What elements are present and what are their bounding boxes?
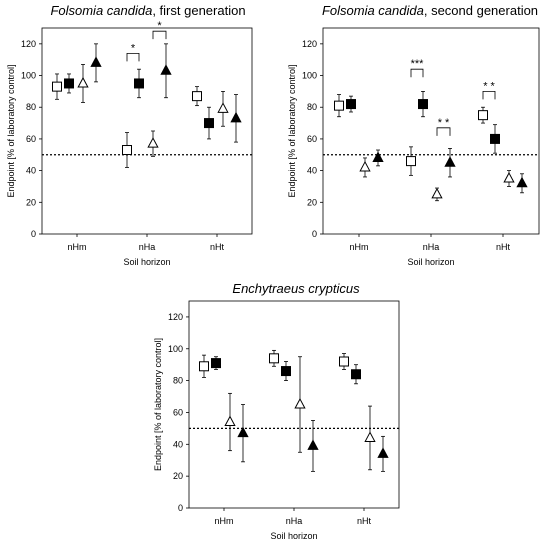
panel-title-italic: Folsomia candida [322,3,424,18]
y-tick-label: 80 [26,102,36,112]
y-tick-label: 60 [26,134,36,144]
y-tick-label: 100 [302,71,317,81]
open-triangle-marker [364,431,376,442]
panel-title-italic: Enchytraeus crypticus [232,281,360,296]
y-tick-label: 120 [168,312,183,322]
plot-frame [41,27,253,235]
x-axis-label: Soil horizon [270,531,317,541]
open-square-marker [478,110,488,121]
x-tick-label: nHt [210,242,225,252]
significance-label: * * [483,80,495,92]
y-tick-label: 80 [173,376,183,386]
x-tick-label: nHm [349,242,368,252]
chart-panel-first-generation: Folsomia candida, first generation 0 20 40 6… [6,3,253,267]
significance-bracket [126,52,140,62]
filled-triangle-marker [372,151,384,162]
y-tick-label: 0 [312,229,317,239]
significance-label: * [131,42,136,54]
chart-panel-enchytraeus: Enchytraeus crypticus 0 20 40 60 80 100 120 nHm n… [153,281,400,541]
filled-square-marker [204,118,214,129]
open-triangle-marker [77,76,89,88]
x-axis-label: Soil horizon [407,257,454,267]
open-square-marker [122,145,132,156]
filled-triangle-marker [377,447,389,458]
filled-square-marker [418,99,428,110]
filled-triangle-marker [237,426,249,438]
filled-triangle-marker [307,439,319,450]
filled-square-marker [134,78,144,89]
filled-triangle-marker [230,111,242,123]
open-square-marker [199,361,209,372]
panel-title-rest: , second generation [424,3,538,18]
open-square-marker [269,353,279,364]
x-tick-label: nHa [139,242,156,252]
x-tick-label: nHm [214,516,233,526]
significance-bracket [436,127,451,136]
significance-label: * * [438,117,450,129]
filled-triangle-marker [516,176,528,188]
chart-panel-second-generation: Folsomia candida, second generation 0 20 40… [287,3,540,267]
open-triangle-marker [503,171,515,183]
y-axis-label: Endpoint [% of laboratory control] [287,64,297,197]
y-tick-label: 40 [173,439,183,449]
significance-bracket [482,90,496,100]
y-tick-label: 20 [26,197,36,207]
filled-square-marker [64,78,74,89]
significance-bracket [410,68,424,78]
open-triangle-marker [217,102,229,113]
filled-square-marker [351,369,361,380]
open-triangle-marker [224,415,236,427]
y-tick-label: 60 [307,134,317,144]
plot-frame [322,27,540,235]
significance-bracket [152,30,167,40]
open-square-marker [52,81,62,92]
open-square-marker [406,156,416,167]
y-tick-label: 80 [307,102,317,112]
x-tick-label: nHt [357,516,372,526]
x-tick-label: nHm [67,242,86,252]
panel-title: Folsomia candida, second generation [322,3,538,18]
significance-label: *** [411,58,425,70]
y-axis-label: Endpoint [% of laboratory control] [153,338,163,471]
filled-square-marker [490,133,500,144]
y-tick-label: 40 [26,166,36,176]
y-tick-label: 20 [307,197,317,207]
y-tick-label: 100 [21,71,36,81]
panel-title-rest: , first generation [152,3,245,18]
panel-title: Enchytraeus crypticus [232,281,360,296]
y-tick-label: 40 [307,166,317,176]
x-tick-label: nHa [423,242,440,252]
plot-frame [188,300,400,509]
y-tick-label: 0 [178,503,183,513]
open-triangle-marker [359,160,371,172]
y-tick-label: 0 [31,229,36,239]
open-triangle-marker [294,397,306,409]
y-tick-label: 100 [168,344,183,354]
filled-square-marker [346,99,356,110]
open-triangle-marker [147,137,159,148]
x-tick-label: nHa [286,516,303,526]
panel-title: Folsomia candida, first generation [50,3,245,18]
y-axis-label: Endpoint [% of laboratory control] [6,64,16,197]
open-square-marker [334,100,344,111]
y-tick-label: 60 [173,407,183,417]
filled-square-marker [211,358,221,369]
y-tick-label: 120 [302,39,317,49]
y-tick-label: 120 [21,39,36,49]
open-square-marker [192,91,202,102]
filled-triangle-marker [444,156,456,167]
open-triangle-marker [431,187,443,199]
filled-triangle-marker [90,56,102,67]
filled-triangle-marker [160,64,172,75]
panel-title-italic: Folsomia candida [50,3,152,18]
open-square-marker [339,356,349,367]
y-tick-label: 20 [173,471,183,481]
x-tick-label: nHt [496,242,511,252]
filled-square-marker [281,366,291,377]
x-axis-label: Soil horizon [123,257,170,267]
significance-label: * [157,20,162,32]
